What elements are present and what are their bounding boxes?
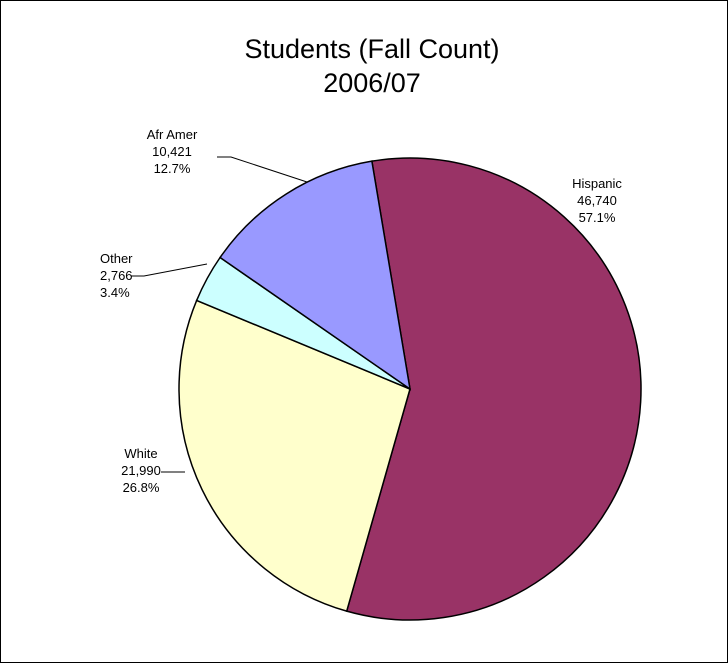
chart-title-line-1: Students (Fall Count) [244, 34, 499, 64]
slice-percent-white: 26.8% [123, 480, 160, 495]
slice-value-hispanic: 46,740 [577, 193, 617, 208]
pie-slice-afr-amer [219, 160, 412, 391]
pie-slices [178, 157, 642, 621]
slice-percent-afr-amer: 12.7% [154, 161, 191, 176]
pie-slice-white [178, 299, 411, 613]
slice-labels: Hispanic 46,740 57.1% White 21,990 26.8% Other… [100, 127, 622, 495]
leader-line-other [131, 263, 208, 277]
leader-lines [131, 156, 308, 473]
pie-slice-hispanic [345, 157, 642, 621]
slice-percent-hispanic: 57.1% [579, 210, 616, 225]
chart-title-line-2: 2006/07 [323, 68, 421, 98]
slice-label-other: Other [100, 251, 133, 266]
slice-label-hispanic: Hispanic [572, 176, 622, 191]
slice-value-other: 2,766 [100, 268, 133, 283]
slice-value-white: 21,990 [121, 463, 161, 478]
slice-value-afr-amer: 10,421 [152, 144, 192, 159]
slice-label-afr-amer: Afr Amer [147, 127, 198, 142]
slice-label-white: White [124, 446, 157, 461]
leader-line-afr-amer [217, 156, 308, 183]
slice-percent-other: 3.4% [100, 285, 130, 300]
